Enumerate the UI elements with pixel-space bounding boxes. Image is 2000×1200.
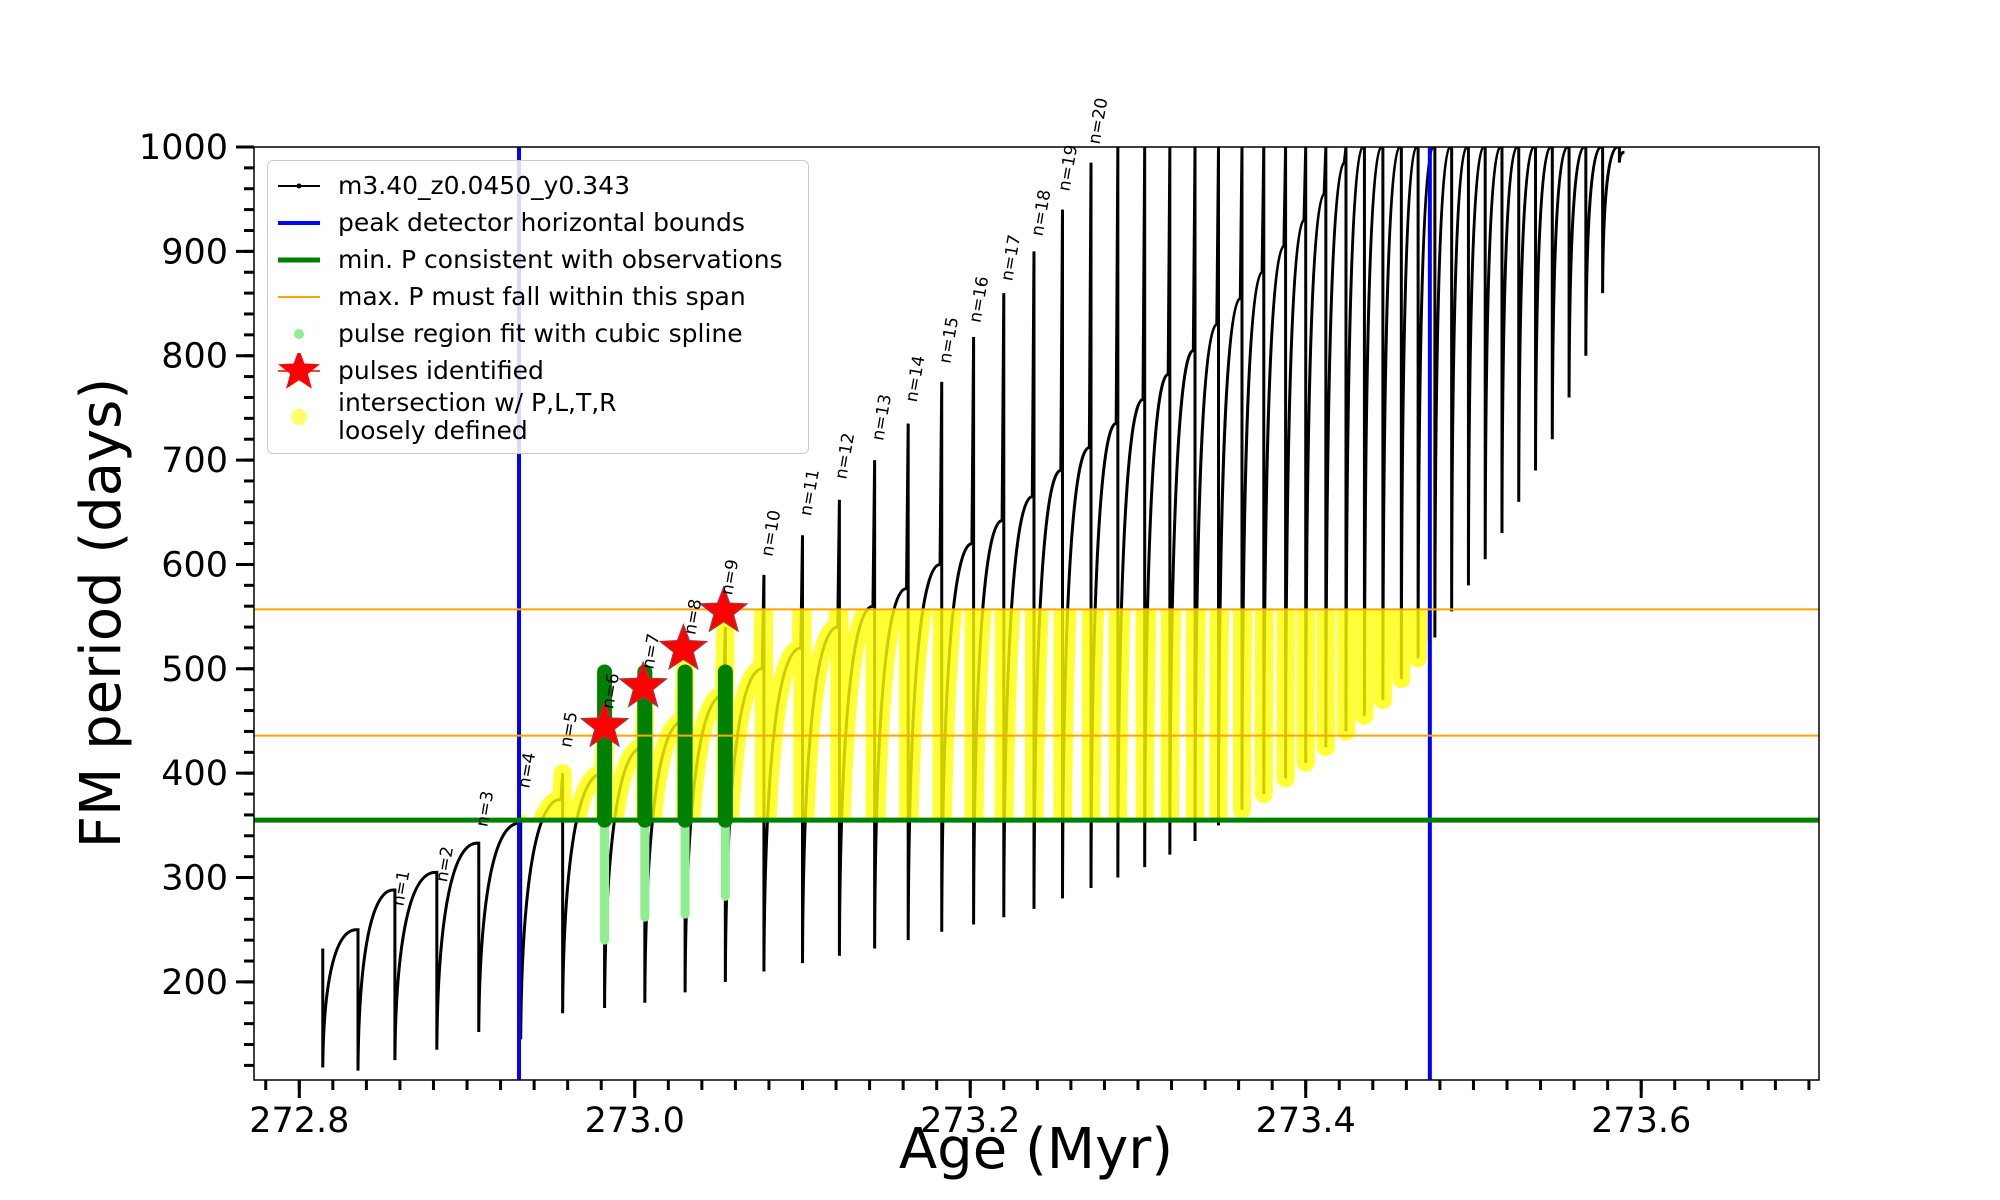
annotation: n=13 [868,393,896,442]
y-tick-label: 700 [161,441,228,481]
legend-entry: peak detector horizontal bounds [268,204,808,241]
pulse-star [618,660,669,708]
annotation: n=9 [717,558,743,597]
legend-entry: m3.40_z0.0450_y0.343 [268,167,808,204]
x-tick-label: 273.6 [1591,1101,1691,1141]
y-axis-label: FM period (days) [69,378,134,848]
y-tick-label: 300 [161,859,228,899]
pulse-star [698,585,749,633]
annotation: n=12 [831,431,859,480]
annotation: n=7 [638,632,664,671]
legend-swatch [278,183,320,188]
y-tick-label: 1000 [139,128,228,168]
legend-handle-dot [296,183,302,188]
legend-entry: intersection w/ P,L,T,R loosely defined [268,389,808,445]
legend-swatch [278,295,320,298]
annotation: n=10 [758,509,786,558]
legend-handle [291,409,307,425]
pulse-star [579,700,630,748]
y-tick-label: 800 [161,337,228,377]
annotation: n=18 [1028,188,1056,237]
legend-swatch [278,257,320,262]
legend-entry: pulse region fit with cubic spline [268,315,808,352]
legend-label: peak detector horizontal bounds [338,207,745,237]
legend-label: intersection w/ P,L,T,R loosely defined [338,388,617,445]
annotation: n=15 [935,316,963,365]
annotation: n=11 [796,468,824,517]
legend-label: m3.40_z0.0450_y0.343 [338,170,630,200]
plot-frame [253,146,1820,1081]
y-tick-label: 400 [161,754,228,794]
legend-handle-star [278,352,320,389]
x-axis-label: Age (Myr) [899,1117,1173,1182]
pulse-star [658,622,709,671]
y-tick-label: 600 [161,545,228,585]
x-tick-label: 273.2 [920,1101,1020,1141]
annotation: n=16 [966,275,994,324]
legend-label: min. P consistent with observations [338,244,783,274]
legend-swatch [294,328,304,339]
intersection-region [519,609,1430,821]
legend-entry: min. P consistent with observations [268,241,808,278]
legend-entry: pulses identified [268,352,808,389]
legend-label: pulses identified [338,355,544,385]
annotation: n=17 [997,233,1025,282]
legend-swatch [278,220,320,225]
annotation: n=2 [432,845,458,884]
x-tick-label: 272.8 [249,1101,349,1141]
legend-label: max. P must fall within this span [338,281,746,311]
y-tick-label: 500 [161,650,228,690]
annotation: n=14 [902,354,930,403]
legend-label: pulse region fit with cubic spline [338,318,743,348]
legend-swatch [278,352,320,389]
annotation: n=20 [1085,96,1113,145]
legend-entry: max. P must fall within this span [268,278,808,315]
legend-swatch [291,409,307,425]
y-tick-label: 900 [161,232,228,272]
annotation: n=5 [556,710,582,749]
y-tick-label: 200 [161,963,228,1003]
x-tick-label: 273.0 [585,1101,685,1141]
annotation: n=19 [1054,143,1082,192]
legend-handle [294,328,304,339]
annotation: n=8 [680,598,706,637]
x-tick-label: 273.4 [1256,1101,1356,1141]
